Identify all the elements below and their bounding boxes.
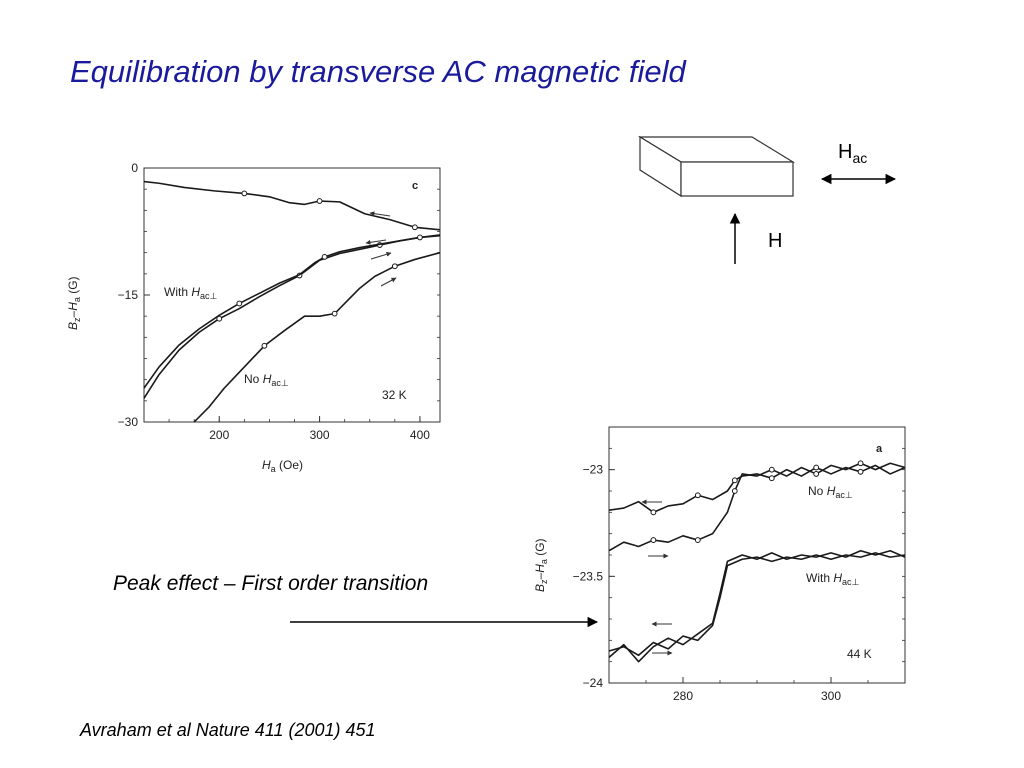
panel-c-arrow-bottom xyxy=(380,277,397,287)
panel-a-series-line xyxy=(608,552,906,657)
panel-c-data-point xyxy=(241,190,248,197)
panel-c-series-line xyxy=(143,234,441,389)
panel-c-series-line xyxy=(143,234,441,399)
panel-a-y-tick-label: −23 xyxy=(583,463,604,477)
panel-c-x-tick-label: 200 xyxy=(209,428,229,442)
panel-c-label: c xyxy=(412,180,418,192)
panel-c-series-line xyxy=(143,180,441,231)
panel-c-data-point xyxy=(216,315,223,322)
panel-a-data-point xyxy=(650,509,657,516)
panel-c-arrow-middle xyxy=(365,239,387,245)
h-label: H xyxy=(768,230,782,252)
panel-a-data-point xyxy=(694,492,701,499)
panel-c-chart: 200 300 400 0 −15 −30 c 32 K With Hac⊥ No Hac… xyxy=(66,161,441,474)
panel-a-data-point xyxy=(813,464,820,471)
panel-c-arrow-top xyxy=(369,211,391,217)
panel-a-x-tick-label: 280 xyxy=(673,689,693,703)
panel-a-no-label: No Hac⊥ xyxy=(808,484,853,500)
panel-a-data-point xyxy=(768,475,775,482)
panel-a-data-point xyxy=(731,477,738,484)
panel-c-with-label: With Hac⊥ xyxy=(164,285,218,301)
panel-c-data-point xyxy=(331,310,338,317)
panel-c-no-label: No Hac⊥ xyxy=(244,372,289,388)
panel-a-data-point xyxy=(813,471,820,477)
panel-c-series-line xyxy=(193,251,441,423)
panel-a-series-line xyxy=(608,462,906,552)
panel-c-data-point xyxy=(261,342,268,349)
panel-c-y-tick-label: 0 xyxy=(131,161,138,175)
panel-a-temperature: 44 K xyxy=(847,647,872,661)
panel-c-xlabel: Ha (Oe) xyxy=(262,458,303,474)
panel-a-y-tick-label: −23.5 xyxy=(573,569,604,583)
panel-c-data-point xyxy=(236,300,243,307)
panel-c-x-tick-label: 300 xyxy=(310,428,330,442)
panel-a-chart: 280 300 −23 −23.5 −24 a 44 K No Hac⊥ With Ha… xyxy=(533,426,906,703)
panel-c-y-tick-label: −15 xyxy=(118,288,139,302)
panel-c-data-point xyxy=(321,254,328,260)
panel-c-temperature: 32 K xyxy=(382,388,407,402)
sample-block-front xyxy=(680,161,794,197)
panel-c-data-point xyxy=(412,224,418,231)
hac-label: Hac xyxy=(838,141,867,166)
panel-a-data-point xyxy=(857,468,864,475)
sample-schematic: Hac H xyxy=(637,135,897,264)
reference-citation: Avraham et al Nature 411 (2001) 451 xyxy=(80,720,376,740)
panel-a-ylabel: Bz–Ha (G) xyxy=(533,538,549,592)
panel-c-data-point xyxy=(316,198,323,204)
panel-c-data-point xyxy=(391,263,398,270)
peak-effect-caption: Peak effect – First order transition xyxy=(113,572,429,595)
panel-a-data-point xyxy=(650,537,657,543)
panel-c-data-point xyxy=(417,234,423,241)
panel-a-label: a xyxy=(876,443,883,455)
panel-c-ylabel: Bz–Ha (G) xyxy=(66,276,82,330)
panel-a-with-label: With Hac⊥ xyxy=(806,571,860,587)
panel-c-x-tick-label: 400 xyxy=(410,428,430,442)
panel-a-data-point xyxy=(768,466,775,473)
panel-a-series-line xyxy=(608,549,906,663)
panel-c-y-tick-label: −30 xyxy=(118,415,139,429)
panel-a-data-point xyxy=(731,488,738,494)
panel-a-y-tick-label: −24 xyxy=(583,676,604,690)
panel-a-data-point xyxy=(694,537,701,543)
panel-a-data-point xyxy=(857,460,864,467)
slide-title: Equilibration by transverse AC magnetic … xyxy=(70,54,686,89)
panel-c-arrow-lower xyxy=(370,251,392,260)
panel-a-x-tick-label: 300 xyxy=(821,689,841,703)
